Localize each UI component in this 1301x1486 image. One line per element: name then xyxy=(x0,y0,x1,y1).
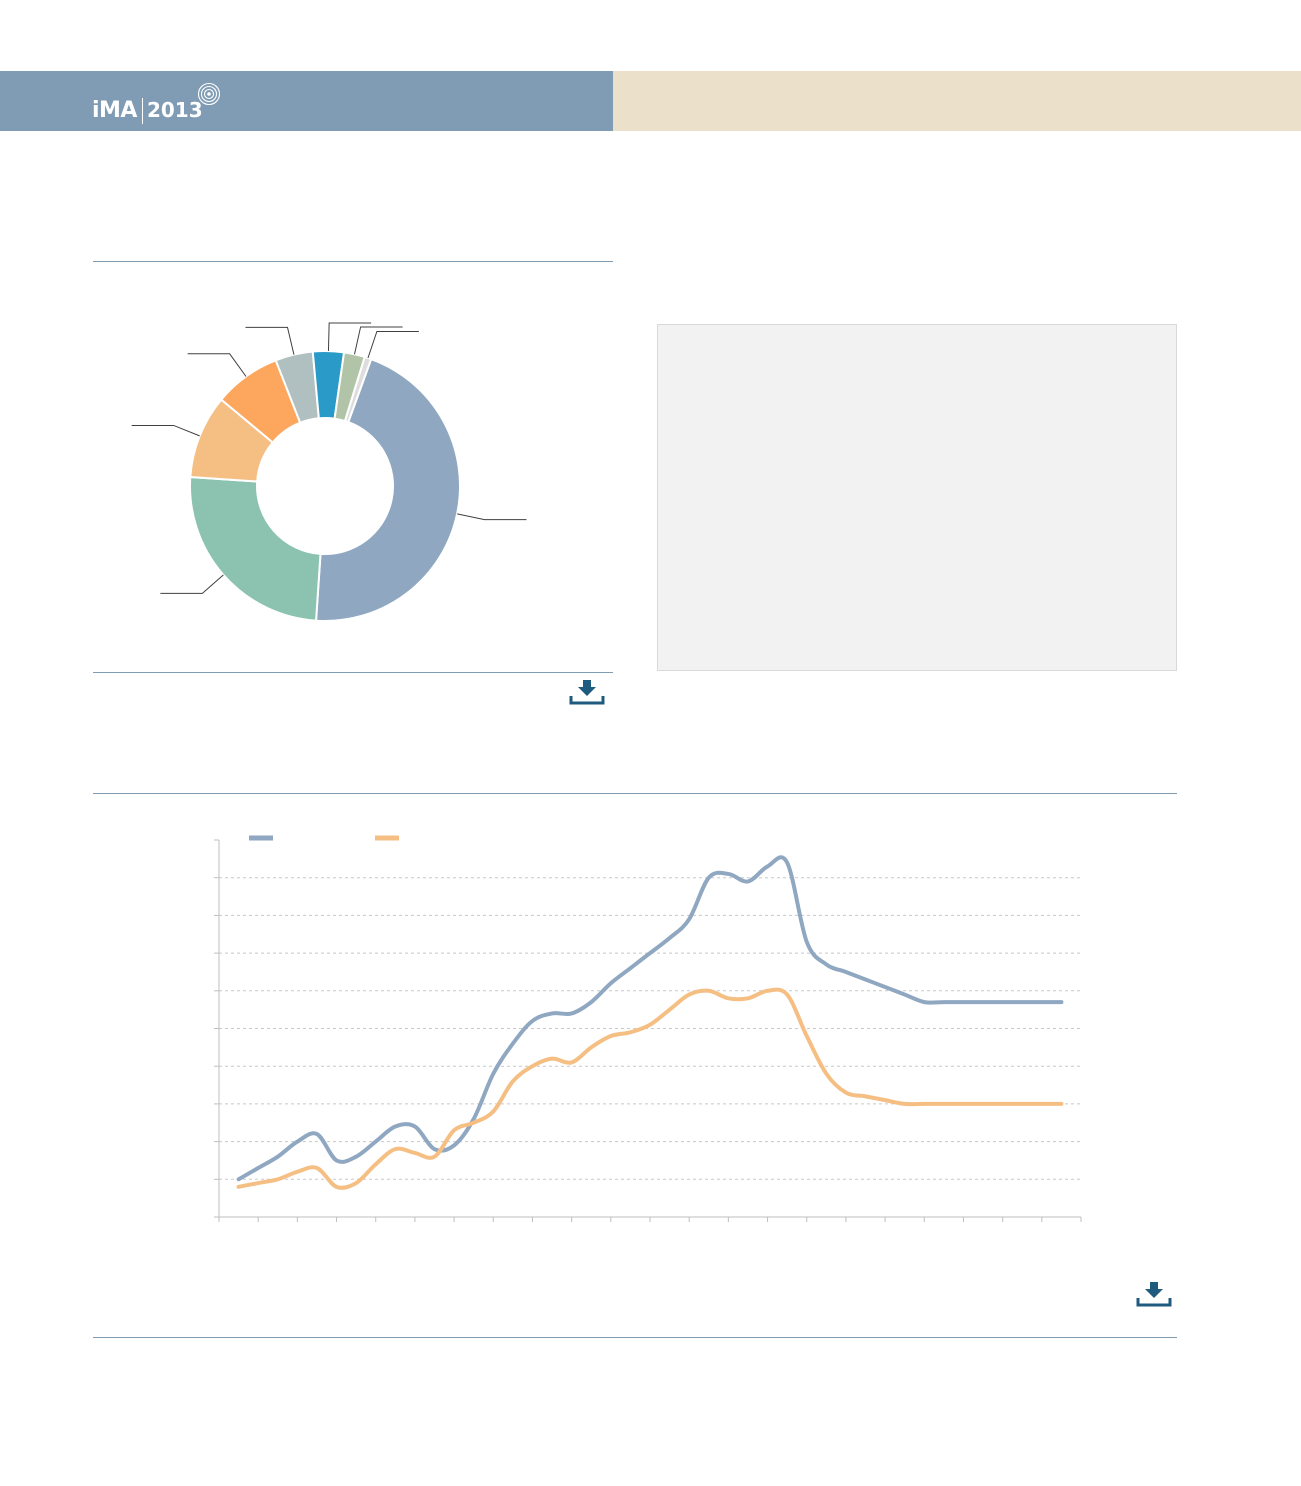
leader-line-3 xyxy=(131,424,200,437)
leader-line-4 xyxy=(187,353,247,377)
series-line-1 xyxy=(236,855,1064,1182)
donut-slice-1 xyxy=(314,357,461,622)
line-chart xyxy=(214,835,1082,1222)
leader-line-6 xyxy=(327,322,372,352)
download-icon[interactable] xyxy=(1136,1280,1172,1308)
logo-year: 2013 xyxy=(146,98,203,122)
header-band-left xyxy=(0,71,613,131)
header-band-right xyxy=(613,71,1301,131)
logo-separator xyxy=(141,98,143,124)
leader-line-1 xyxy=(456,513,527,521)
leader-line-7 xyxy=(354,326,403,355)
series-line-2 xyxy=(236,987,1064,1190)
info-panel xyxy=(657,324,1177,671)
donut-bottom-rule xyxy=(93,672,613,673)
concentric-rings-icon xyxy=(197,82,221,106)
logo-brand: iMA xyxy=(92,98,137,123)
donut-slice-8 xyxy=(343,355,373,424)
donut-slice-2 xyxy=(189,475,322,622)
logo: iMA 2013 xyxy=(92,95,203,125)
line-bottom-rule xyxy=(93,1337,1177,1338)
donut-top-rule xyxy=(93,261,613,262)
leader-line-8 xyxy=(367,330,419,359)
download-icon[interactable] xyxy=(569,678,605,706)
donut-chart xyxy=(131,322,527,622)
leader-line-2 xyxy=(160,574,224,594)
leader-line-5 xyxy=(245,326,295,355)
line-top-rule xyxy=(93,793,1177,794)
